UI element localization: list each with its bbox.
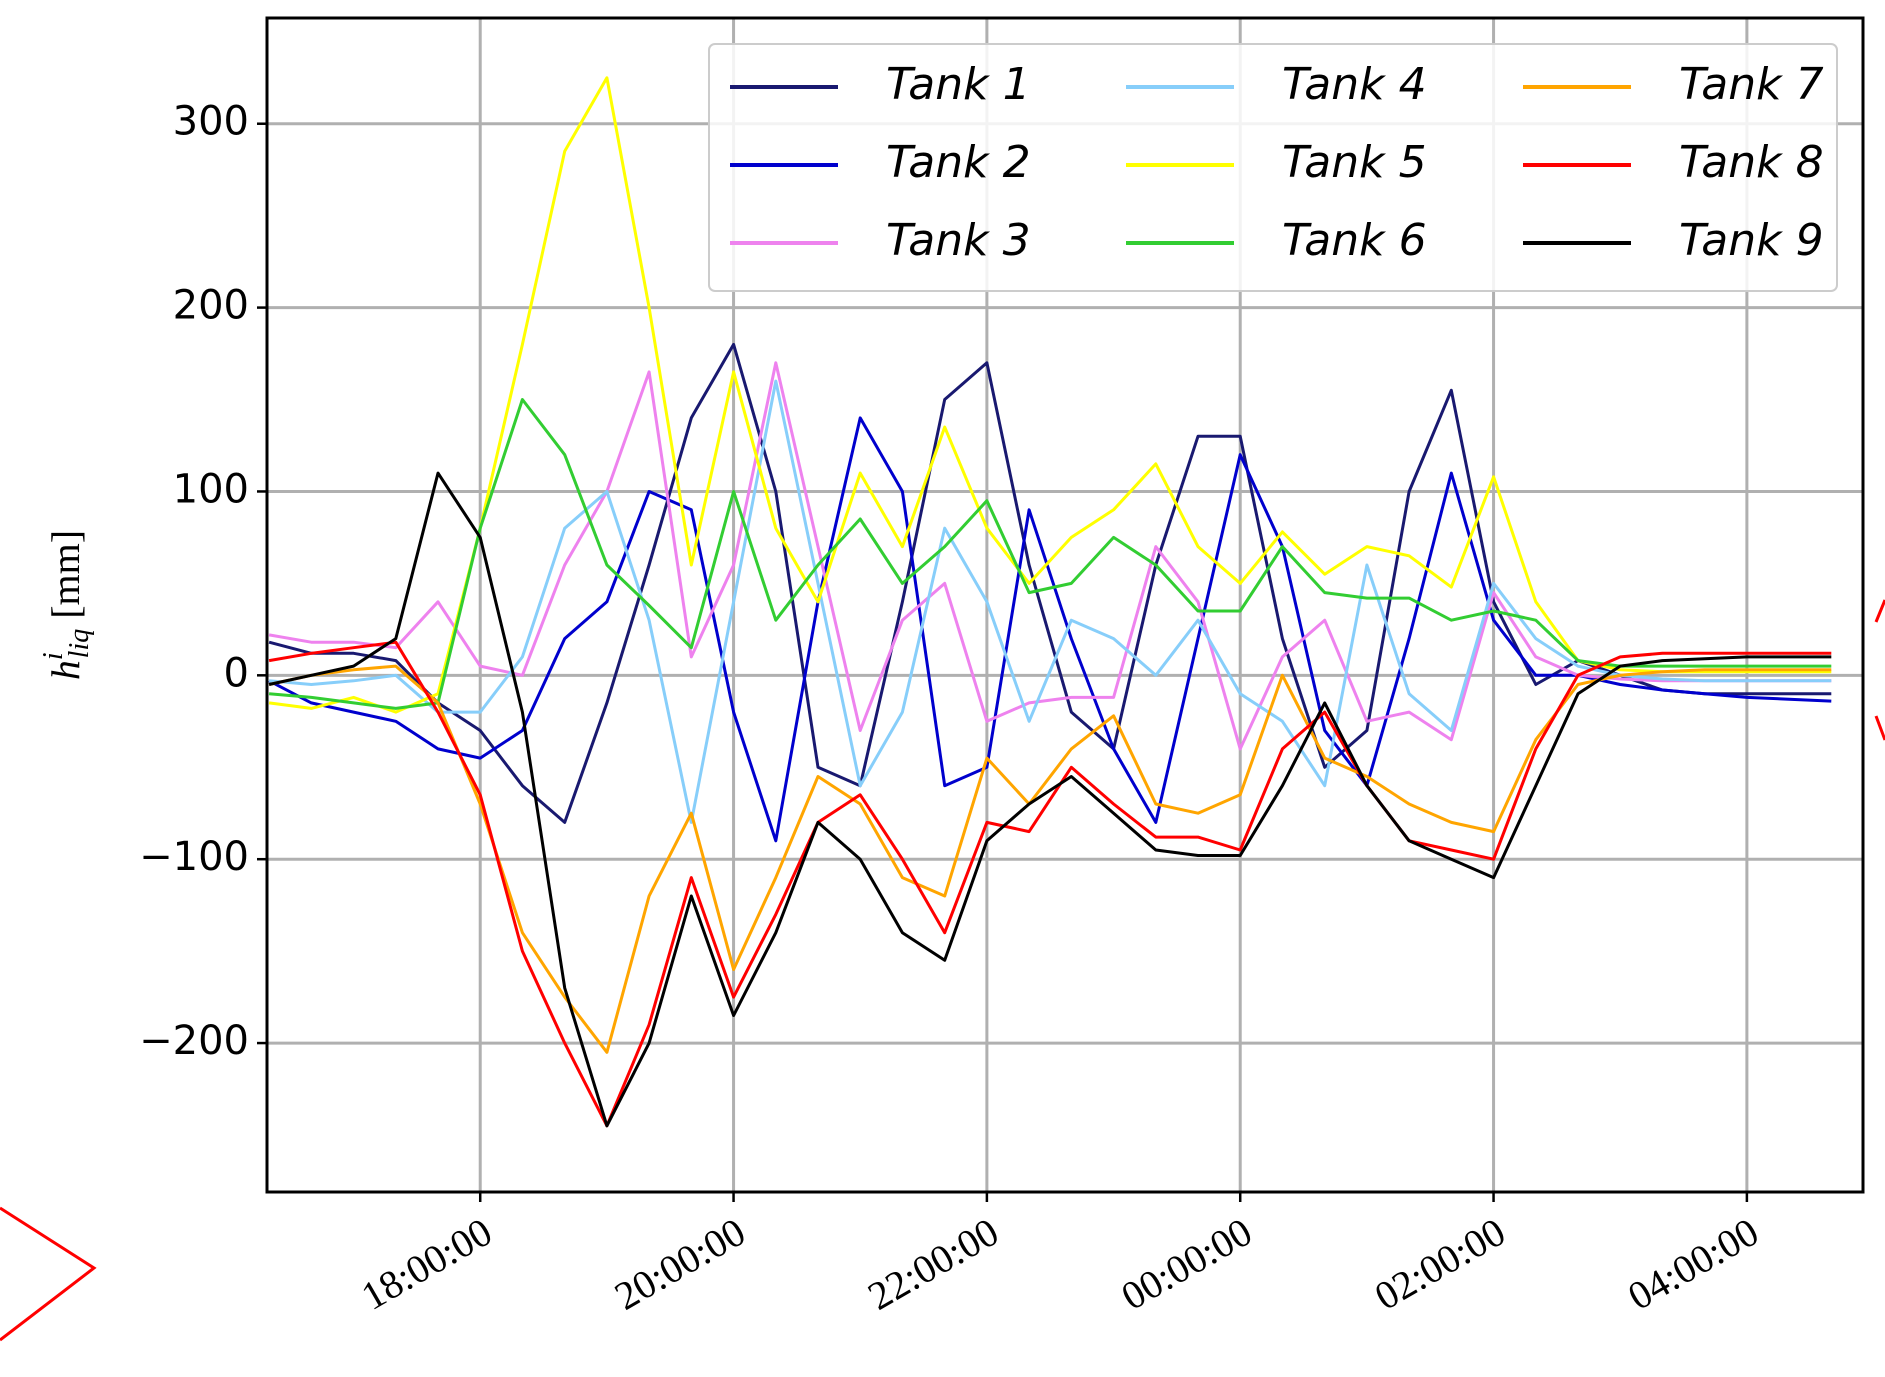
- series-line: [268, 342, 1832, 824]
- decoration-chevron: [0, 1206, 97, 1342]
- series-line: [268, 471, 1832, 1128]
- y-label-sub: liq: [64, 629, 95, 659]
- x-tick-label: 22:00:00: [860, 1209, 1006, 1319]
- series-line: [268, 416, 1832, 843]
- series-line: [268, 664, 1832, 1054]
- legend-label: Tank 1: [886, 59, 1031, 110]
- y-label-sup: i: [38, 652, 69, 660]
- legend-label: Tank 4: [1282, 59, 1427, 110]
- legend-label: Tank 8: [1679, 137, 1824, 188]
- legend-label: Tank 3: [886, 215, 1031, 266]
- legend-label: Tank 6: [1282, 215, 1427, 266]
- x-tick-label: 00:00:00: [1114, 1209, 1260, 1319]
- y-label-base: h: [43, 660, 88, 680]
- y-tick-label: −100: [139, 834, 249, 880]
- plot-frame: [265, 16, 1865, 1194]
- x-tick-label: 02:00:00: [1367, 1209, 1513, 1319]
- y-axis-label: hiliq [mm]: [38, 530, 95, 680]
- legend-label: Tank 7: [1679, 59, 1824, 110]
- legend-label: Tank 5: [1282, 137, 1427, 188]
- legend-label: Tank 2: [886, 137, 1031, 188]
- y-tick-label: 100: [173, 466, 249, 512]
- y-tick-label: 0: [224, 650, 249, 696]
- series-line: [268, 398, 1832, 710]
- legend-label: Tank 9: [1679, 215, 1824, 266]
- series-line: [268, 76, 1832, 714]
- decoration-mark: [1874, 715, 1885, 741]
- series-line: [268, 379, 1832, 824]
- series-line: [268, 361, 1832, 751]
- y-tick-label: −200: [139, 1018, 249, 1064]
- y-label-unit: [mm]: [43, 530, 88, 619]
- decoration-mark: [1874, 599, 1885, 623]
- y-tick-label: 300: [173, 99, 249, 145]
- x-tick-label: 04:00:00: [1620, 1209, 1766, 1319]
- x-tick-label: 20:00:00: [607, 1209, 753, 1319]
- y-tick-label: 200: [173, 283, 249, 329]
- legend-box: [708, 43, 1838, 292]
- x-tick-label: 18:00:00: [354, 1209, 500, 1319]
- series-line: [268, 640, 1832, 1128]
